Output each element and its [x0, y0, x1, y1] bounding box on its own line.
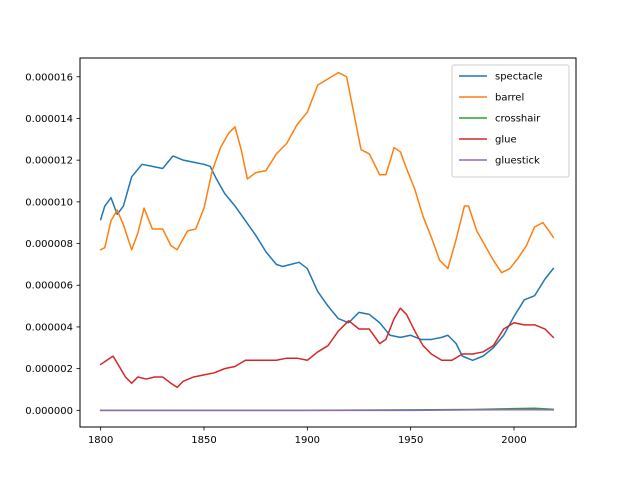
y-axis: 0.000000 0.000002 0.000004 0.000006 0.000008…	[25, 72, 80, 417]
series-line-glue	[99, 307, 555, 389]
y-tick-label: 0.000002	[25, 364, 73, 375]
y-tick-label: 0.000000	[25, 406, 73, 417]
y-tick-label: 0.000010	[25, 197, 73, 208]
series-line-barrel	[99, 71, 555, 274]
legend-box	[451, 64, 570, 178]
series-line-gluestick	[99, 408, 555, 412]
legend-label-barrel: barrel	[495, 93, 524, 104]
legend-label-crosshair: crosshair	[495, 114, 541, 125]
x-tick-label: 1850	[191, 435, 216, 446]
x-tick-label: 1800	[88, 435, 113, 446]
legend-label-gluestick: gluestick	[495, 156, 540, 167]
y-tick-label: 0.000006	[25, 281, 73, 292]
y-tick-label: 0.000004	[25, 322, 73, 333]
y-tick-label: 0.000012	[25, 156, 73, 167]
y-tick-label: 0.000008	[25, 239, 73, 250]
axes-frame	[79, 57, 577, 428]
x-axis: 1800 1850 1900 1950 2000	[88, 427, 527, 446]
legend-label-spectacle: spectacle	[495, 72, 543, 83]
y-tick-label: 0.000016	[25, 72, 73, 83]
legend: spectacle barrel crosshair glue gluestick	[451, 64, 570, 178]
y-tick-label: 0.000014	[25, 114, 73, 125]
series-line-spectacle	[99, 155, 555, 362]
x-tick-label: 1950	[398, 435, 423, 446]
x-tick-label: 2000	[501, 435, 526, 446]
x-tick-label: 1900	[295, 435, 320, 446]
legend-label-glue: glue	[495, 135, 517, 146]
plot-area	[99, 71, 555, 412]
